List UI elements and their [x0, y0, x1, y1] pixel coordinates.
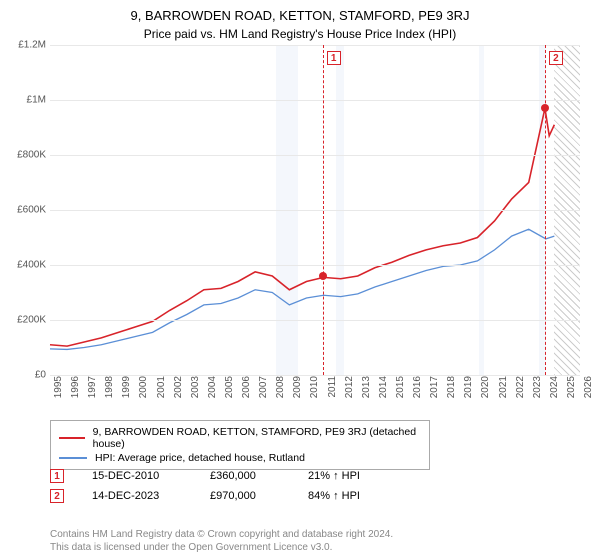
- y-axis-label: £1.2M: [2, 40, 46, 51]
- grid-line: [50, 155, 580, 156]
- x-axis-label: 2017: [429, 376, 440, 398]
- y-axis-label: £1M: [2, 95, 46, 106]
- x-axis-label: 2018: [446, 376, 457, 398]
- x-axis-label: 1999: [121, 376, 132, 398]
- x-axis-label: 2022: [515, 376, 526, 398]
- y-axis-label: £200K: [2, 315, 46, 326]
- chart-title: 9, BARROWDEN ROAD, KETTON, STAMFORD, PE9…: [0, 0, 600, 23]
- x-axis-label: 2010: [309, 376, 320, 398]
- sale-marker-dot: [541, 104, 549, 112]
- legend-label: HPI: Average price, detached house, Rutl…: [95, 452, 305, 464]
- sale-pct-vs-hpi: 84% ↑ HPI: [308, 490, 360, 502]
- x-axis-label: 2005: [224, 376, 235, 398]
- chart-container: 9, BARROWDEN ROAD, KETTON, STAMFORD, PE9…: [0, 0, 600, 560]
- x-axis-label: 2001: [156, 376, 167, 398]
- legend-label: 9, BARROWDEN ROAD, KETTON, STAMFORD, PE9…: [93, 426, 421, 450]
- x-axis-label: 2014: [378, 376, 389, 398]
- x-axis-label: 2007: [258, 376, 269, 398]
- x-axis-label: 2012: [344, 376, 355, 398]
- sale-price: £970,000: [210, 490, 280, 502]
- series-price_paid: [50, 108, 554, 346]
- x-axis-label: 2003: [190, 376, 201, 398]
- y-axis-label: £0: [2, 370, 46, 381]
- grid-line: [50, 100, 580, 101]
- sale-row-marker: 1: [50, 469, 64, 483]
- x-axis-label: 2000: [138, 376, 149, 398]
- sale-marker-box: 2: [549, 51, 563, 65]
- y-axis-label: £400K: [2, 260, 46, 271]
- sales-table: 1 15-DEC-2010 £360,000 21% ↑ HPI 2 14-DEC-202…: [50, 466, 360, 506]
- grid-line: [50, 45, 580, 46]
- x-axis-label: 2011: [327, 376, 338, 398]
- legend-swatch: [59, 437, 85, 439]
- x-axis-label: 2023: [532, 376, 543, 398]
- x-axis-label: 2008: [275, 376, 286, 398]
- chart-subtitle: Price paid vs. HM Land Registry's House …: [0, 23, 600, 41]
- series-hpi: [50, 229, 554, 349]
- x-axis-label: 2020: [480, 376, 491, 398]
- x-axis-label: 2016: [412, 376, 423, 398]
- footer-line-2: This data is licensed under the Open Gov…: [50, 541, 393, 554]
- sale-marker-vline: [323, 45, 324, 375]
- x-axis-label: 2004: [207, 376, 218, 398]
- x-axis-label: 2015: [395, 376, 406, 398]
- sale-marker-dot: [319, 272, 327, 280]
- sale-row: 1 15-DEC-2010 £360,000 21% ↑ HPI: [50, 466, 360, 486]
- x-axis-label: 2009: [292, 376, 303, 398]
- legend: 9, BARROWDEN ROAD, KETTON, STAMFORD, PE9…: [50, 420, 430, 470]
- legend-swatch: [59, 457, 87, 459]
- sale-marker-vline: [545, 45, 546, 375]
- sale-price: £360,000: [210, 470, 280, 482]
- sale-row: 2 14-DEC-2023 £970,000 84% ↑ HPI: [50, 486, 360, 506]
- x-axis-label: 1997: [87, 376, 98, 398]
- grid-line: [50, 320, 580, 321]
- x-axis-label: 1998: [104, 376, 115, 398]
- legend-row: 9, BARROWDEN ROAD, KETTON, STAMFORD, PE9…: [59, 425, 421, 451]
- sale-pct-vs-hpi: 21% ↑ HPI: [308, 470, 360, 482]
- x-axis-label: 2026: [583, 376, 594, 398]
- plot-area: £0£200K£400K£600K£800K£1M£1.2M1995199619…: [50, 45, 580, 375]
- x-axis-label: 2021: [498, 376, 509, 398]
- x-axis-label: 2002: [173, 376, 184, 398]
- y-axis-label: £800K: [2, 150, 46, 161]
- footer-attribution: Contains HM Land Registry data © Crown c…: [50, 528, 393, 554]
- grid-line: [50, 265, 580, 266]
- grid-line: [50, 210, 580, 211]
- x-axis-label: 2019: [463, 376, 474, 398]
- sale-date: 14-DEC-2023: [92, 490, 182, 502]
- x-axis-label: 2006: [241, 376, 252, 398]
- footer-line-1: Contains HM Land Registry data © Crown c…: [50, 528, 393, 541]
- sale-row-marker: 2: [50, 489, 64, 503]
- legend-row: HPI: Average price, detached house, Rutl…: [59, 451, 421, 465]
- x-axis-label: 2013: [361, 376, 372, 398]
- x-axis-label: 1996: [70, 376, 81, 398]
- x-axis-label: 1995: [53, 376, 64, 398]
- y-axis-label: £600K: [2, 205, 46, 216]
- sale-date: 15-DEC-2010: [92, 470, 182, 482]
- x-axis-label: 2024: [549, 376, 560, 398]
- x-axis-label: 2025: [566, 376, 577, 398]
- sale-marker-box: 1: [327, 51, 341, 65]
